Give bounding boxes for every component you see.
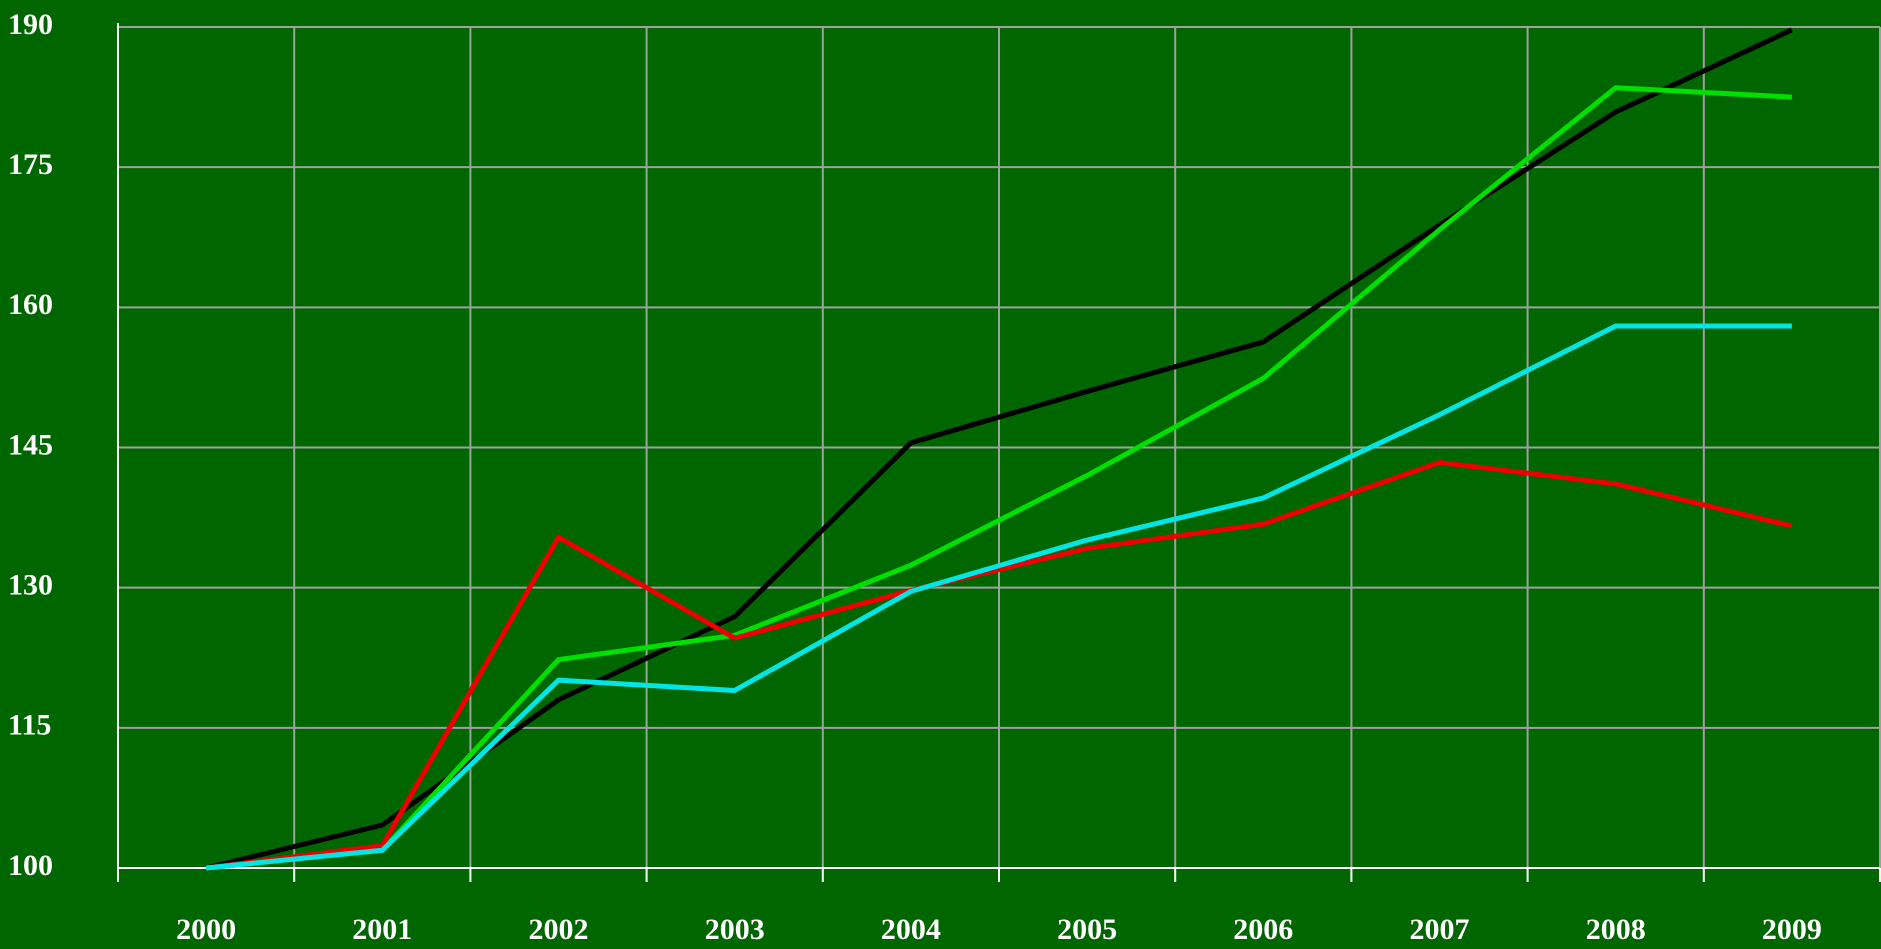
x-tick-label: 2000 xyxy=(176,913,236,946)
x-tick-label: 2004 xyxy=(881,913,941,946)
y-tick-label: 175 xyxy=(8,148,53,181)
series-line xyxy=(205,85,1793,871)
x-tick-label: 2003 xyxy=(705,913,765,946)
x-tick-label: 2009 xyxy=(1762,913,1822,946)
x-tick-label: 2005 xyxy=(1057,913,1117,946)
series-line xyxy=(205,459,1793,871)
x-tick-label: 2006 xyxy=(1233,913,1293,946)
y-tick-label: 100 xyxy=(8,849,53,882)
y-tick-label: 145 xyxy=(8,428,53,461)
x-tick-label: 2002 xyxy=(529,913,589,946)
y-tick-label: 160 xyxy=(8,288,53,321)
y-tick-label: 190 xyxy=(8,8,53,41)
y-tick-label: 130 xyxy=(8,569,53,602)
x-tick-label: 2008 xyxy=(1586,913,1646,946)
x-tick-label: 2007 xyxy=(1410,913,1470,946)
series-line xyxy=(205,323,1792,871)
x-tick-label: 2001 xyxy=(352,913,412,946)
y-tick-label: 115 xyxy=(8,709,51,742)
